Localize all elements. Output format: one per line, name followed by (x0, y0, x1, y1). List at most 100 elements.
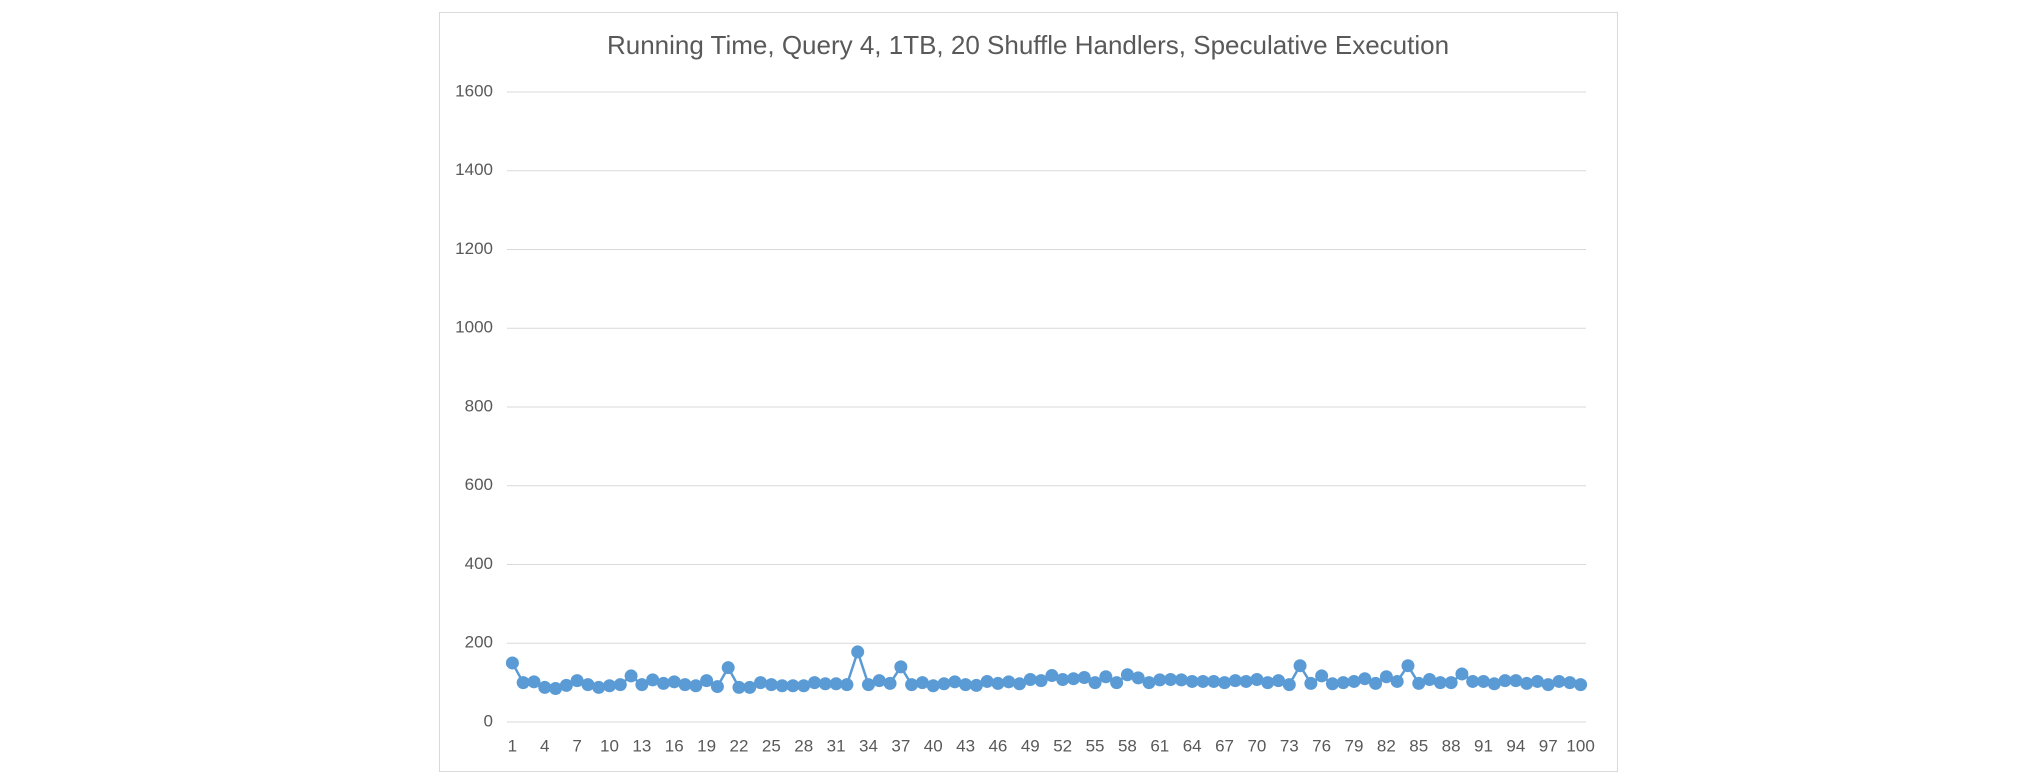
data-point (1239, 674, 1253, 688)
x-tick-label: 79 (1345, 736, 1364, 755)
data-point (1282, 678, 1296, 692)
data-point (1455, 667, 1469, 681)
data-point (743, 680, 757, 694)
x-tick-label: 61 (1150, 736, 1169, 755)
x-tick-label: 37 (891, 736, 910, 755)
data-point (1487, 677, 1501, 691)
data-point (505, 656, 519, 670)
x-tick-label: 82 (1377, 736, 1396, 755)
data-point (818, 677, 832, 691)
x-tick-label: 97 (1539, 736, 1558, 755)
x-tick-label: 70 (1247, 736, 1266, 755)
x-tick-label: 49 (1021, 736, 1040, 755)
data-point (689, 679, 703, 693)
data-point (1347, 674, 1361, 688)
data-point (538, 680, 552, 694)
data-point (1563, 676, 1577, 690)
data-point (1164, 672, 1178, 686)
data-point (980, 674, 994, 688)
x-tick-label: 16 (665, 736, 684, 755)
data-point (1379, 670, 1393, 684)
x-tick-label: 25 (762, 736, 781, 755)
data-point (948, 675, 962, 689)
data-point (1358, 672, 1372, 686)
x-tick-label: 58 (1118, 736, 1137, 755)
data-point (969, 678, 983, 692)
x-tick-label: 22 (730, 736, 749, 755)
data-point (1552, 674, 1566, 688)
data-point (1304, 676, 1318, 690)
data-point (1131, 671, 1145, 685)
data-point (915, 676, 929, 690)
data-point (797, 679, 811, 693)
data-point (1110, 676, 1124, 690)
data-point (786, 679, 800, 693)
x-tick-label: 10 (600, 736, 619, 755)
data-point (1207, 674, 1221, 688)
data-point (883, 676, 897, 690)
data-point (851, 645, 865, 659)
data-point (1271, 674, 1285, 688)
y-tick-label: 200 (465, 633, 493, 652)
data-point (1142, 676, 1156, 690)
data-point (516, 676, 530, 690)
x-tick-label: 1 (508, 736, 517, 755)
x-tick-label: 64 (1183, 736, 1202, 755)
data-point (592, 680, 606, 694)
data-point (613, 678, 627, 692)
x-tick-label: 46 (988, 736, 1007, 755)
x-tick-label: 94 (1506, 736, 1525, 755)
data-point (1056, 672, 1070, 686)
data-point (1034, 674, 1048, 688)
chart-frame (439, 12, 1618, 772)
data-point (1530, 674, 1544, 688)
y-tick-label: 600 (465, 475, 493, 494)
x-tick-label: 67 (1215, 736, 1234, 755)
y-tick-label: 1000 (455, 318, 493, 337)
data-point (1153, 673, 1167, 687)
data-point (559, 678, 573, 692)
data-point (700, 674, 714, 688)
data-point (1520, 676, 1534, 690)
data-point (1196, 674, 1210, 688)
data-point (603, 679, 617, 693)
chart-title: Running Time, Query 4, 1TB, 20 Shuffle H… (607, 30, 1449, 60)
data-point (1023, 672, 1037, 686)
x-tick-label: 76 (1312, 736, 1331, 755)
x-tick-label: 28 (794, 736, 813, 755)
data-point (710, 680, 724, 694)
data-point (1541, 678, 1555, 692)
data-point (1412, 676, 1426, 690)
data-point (861, 678, 875, 692)
data-point (721, 661, 735, 675)
x-tick-label: 13 (632, 736, 651, 755)
x-tick-label: 55 (1086, 736, 1105, 755)
data-point (829, 677, 843, 691)
data-point (1261, 676, 1275, 690)
data-point (635, 678, 649, 692)
data-point (937, 677, 951, 691)
data-point (1293, 659, 1307, 673)
data-point (624, 669, 638, 683)
x-tick-label: 31 (827, 736, 846, 755)
data-point (1466, 674, 1480, 688)
data-point (1185, 674, 1199, 688)
data-point (1013, 677, 1027, 691)
data-point (1088, 676, 1102, 690)
data-point (959, 678, 973, 692)
data-point (991, 676, 1005, 690)
data-point (764, 678, 778, 692)
data-point (1336, 676, 1350, 690)
x-tick-label: 40 (924, 736, 943, 755)
data-point (894, 660, 908, 674)
x-tick-label: 34 (859, 736, 878, 755)
data-point (1325, 677, 1339, 691)
data-point (1423, 672, 1437, 686)
data-point (1315, 669, 1329, 683)
x-tick-label: 100 (1566, 736, 1594, 755)
x-tick-label: 91 (1474, 736, 1493, 755)
data-point (1444, 676, 1458, 690)
data-point (656, 676, 670, 690)
x-tick-label: 52 (1053, 736, 1072, 755)
